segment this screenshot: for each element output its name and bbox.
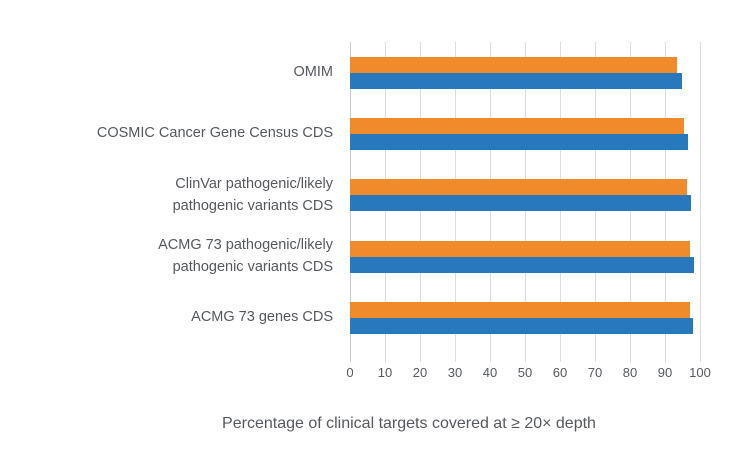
orange-series-bar <box>350 302 691 319</box>
x-tick-label: 100 <box>689 365 711 380</box>
x-tick-label: 50 <box>517 365 533 380</box>
category-label: COSMIC Cancer Gene Census CDS <box>96 125 333 142</box>
blue-series-bar <box>350 318 694 335</box>
orange-series-bar <box>350 240 691 257</box>
category-label: OMIM <box>293 63 333 80</box>
x-tick-label: 10 <box>377 365 393 380</box>
category-label-band: COSMIC Cancer Gene Census CDS <box>0 103 350 164</box>
x-tick-label: 70 <box>587 365 603 380</box>
x-tick-label: 40 <box>482 365 498 380</box>
x-tick-label: 80 <box>622 365 638 380</box>
category-label-band: ACMG 73 pathogenic/likely pathogenic var… <box>0 226 350 287</box>
category-label: ACMG 73 pathogenic/likely pathogenic var… <box>158 237 333 275</box>
x-tick-label: 30 <box>447 365 463 380</box>
orange-series-bar <box>350 179 688 196</box>
blue-series-bar <box>350 134 688 151</box>
gridline-100 <box>700 42 701 362</box>
category-axis-labels: OMIM COSMIC Cancer Gene Census CDS ClinVar… <box>0 42 350 349</box>
x-tick-label: 0 <box>346 365 354 380</box>
bar-group <box>350 240 700 273</box>
category-label-band: ClinVar pathogenic/likely pathogenic var… <box>0 165 350 226</box>
orange-series-bar <box>350 118 684 135</box>
blue-series-bar <box>350 195 691 212</box>
blue-series-bar <box>350 72 682 89</box>
x-tick-label: 90 <box>657 365 673 380</box>
bar-group <box>350 56 700 89</box>
bar-group <box>350 118 700 151</box>
plot-area <box>350 42 701 362</box>
x-axis-title: Percentage of clinical targets covered a… <box>222 415 596 432</box>
x-tick-label: 60 <box>552 365 568 380</box>
bar-rows <box>350 42 700 349</box>
category-label-band: ACMG 73 genes CDS <box>0 288 350 349</box>
category-label: ClinVar pathogenic/likely pathogenic var… <box>172 175 333 214</box>
x-tick-label: 20 <box>412 365 428 380</box>
bar-group <box>350 302 700 335</box>
blue-series-bar <box>350 256 695 273</box>
x-axis-ticks: 0 10 20 30 40 50 60 70 80 90 100 <box>346 365 710 381</box>
orange-series-bar <box>350 56 678 73</box>
category-label: ACMG 73 genes CDS <box>191 309 333 326</box>
bar-group <box>350 179 700 212</box>
category-label-band: OMIM <box>0 42 350 103</box>
